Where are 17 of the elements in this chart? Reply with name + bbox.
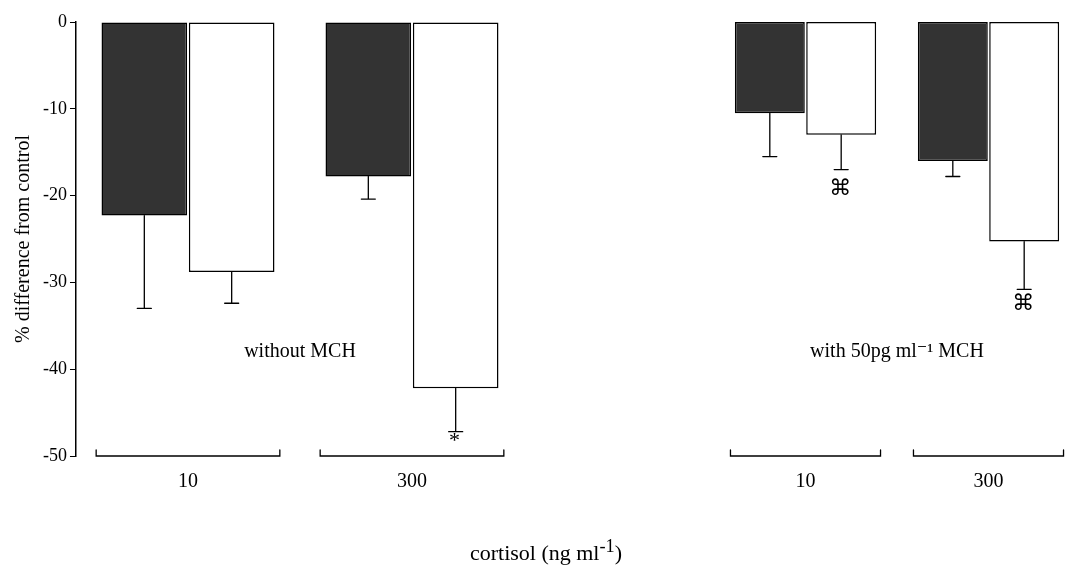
annotation: without MCH	[244, 339, 356, 362]
y-tick-label: 0	[57, 10, 67, 31]
annotation: with 50pg ml⁻¹ MCH	[810, 339, 984, 363]
y-tick-label: -30	[42, 271, 67, 292]
annotation: *	[449, 426, 461, 452]
y-tick-label: -40	[42, 357, 67, 378]
annotation: ⌘	[1012, 289, 1035, 315]
x-tick-label: 300	[397, 469, 427, 492]
x-tick-label: 10	[795, 469, 816, 492]
x-axis-title: cortisol (ng ml$^{-1}$)	[468, 536, 624, 567]
x-tick-label: 300	[973, 469, 1004, 492]
annotation: ⌘	[829, 174, 852, 200]
x-tick-label: 10	[178, 469, 198, 492]
y-tick-label: -10	[42, 97, 67, 118]
y-tick-label: -50	[42, 444, 67, 465]
y-axis-title: % difference from control	[11, 134, 34, 343]
y-tick-label: -20	[42, 184, 67, 205]
